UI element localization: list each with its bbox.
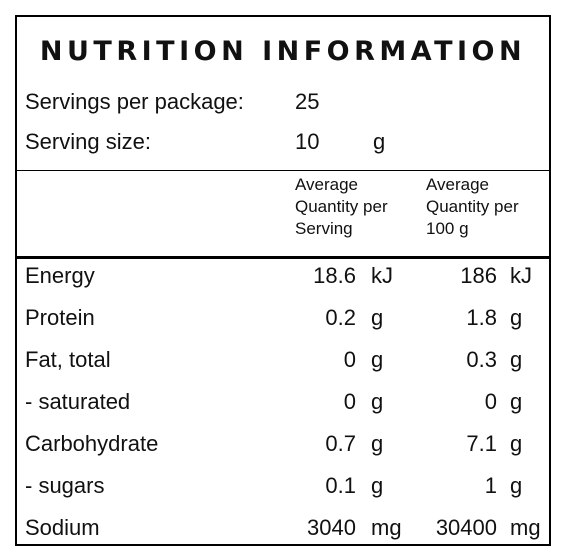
per-serving-unit: g xyxy=(371,431,384,456)
per-100g-value: 0.3 xyxy=(466,347,497,372)
divider-thin xyxy=(17,170,549,171)
per-100g-value: 30400 xyxy=(435,515,497,540)
column-header-per-100g: Average Quantity per 100 g xyxy=(426,174,519,240)
serving-size-unit: g xyxy=(373,129,386,154)
per-100g-value: 1.8 xyxy=(466,305,497,330)
header-line: 100 g xyxy=(426,219,469,238)
per-100g-unit: g xyxy=(510,305,523,330)
per-serving-unit: kJ xyxy=(371,263,393,288)
nutrient-name: Protein xyxy=(25,305,95,330)
per-100g-value: 1 xyxy=(484,473,497,498)
per-serving-value: 3040 xyxy=(307,515,356,540)
header-line: Average xyxy=(295,175,359,194)
nutrient-name: Energy xyxy=(25,263,95,288)
nutrient-name: - sugars xyxy=(25,473,105,498)
per-serving-value: 18.6 xyxy=(313,263,356,288)
per-serving-value: 0.1 xyxy=(325,473,356,498)
per-serving-unit: g xyxy=(371,305,384,330)
divider-thick xyxy=(17,256,549,259)
serving-size-label: Serving size: xyxy=(25,129,151,154)
per-100g-unit: g xyxy=(510,431,523,456)
header-line: Quantity per xyxy=(295,197,388,216)
per-serving-unit: g xyxy=(371,473,384,498)
per-100g-unit: g xyxy=(510,473,523,498)
per-100g-value: 0 xyxy=(484,389,497,414)
header-line: Average xyxy=(426,175,490,194)
per-100g-unit: g xyxy=(510,389,523,414)
servings-value: 25 xyxy=(295,89,320,114)
per-100g-value: 186 xyxy=(460,263,497,288)
per-serving-value: 0.7 xyxy=(325,431,356,456)
nutrient-name: Carbohydrate xyxy=(25,431,159,456)
panel-title: NUTRITION INFORMATION xyxy=(39,36,527,67)
per-serving-unit: g xyxy=(371,389,384,414)
nutrient-name: - saturated xyxy=(25,389,131,414)
nutrition-panel: NUTRITION INFORMATION Servings per packa… xyxy=(15,15,551,546)
per-serving-unit: mg xyxy=(371,515,402,540)
per-serving-value: 0 xyxy=(343,347,356,372)
per-100g-value: 7.1 xyxy=(466,431,497,456)
per-100g-unit: mg xyxy=(510,515,541,540)
serving-size-value: 10 xyxy=(295,129,320,154)
per-serving-unit: g xyxy=(371,347,384,372)
header-line: Serving xyxy=(295,219,353,238)
column-header-per-serving: Average Quantity per Serving xyxy=(295,174,388,240)
servings-label: Servings per package: xyxy=(25,89,244,114)
per-serving-value: 0.2 xyxy=(325,305,356,330)
per-100g-unit: g xyxy=(510,347,523,372)
per-serving-value: 0 xyxy=(343,389,356,414)
per-100g-unit: kJ xyxy=(510,263,532,288)
nutrient-name: Sodium xyxy=(25,515,100,540)
header-line: Quantity per xyxy=(426,197,519,216)
nutrient-name: Fat, total xyxy=(25,347,111,372)
